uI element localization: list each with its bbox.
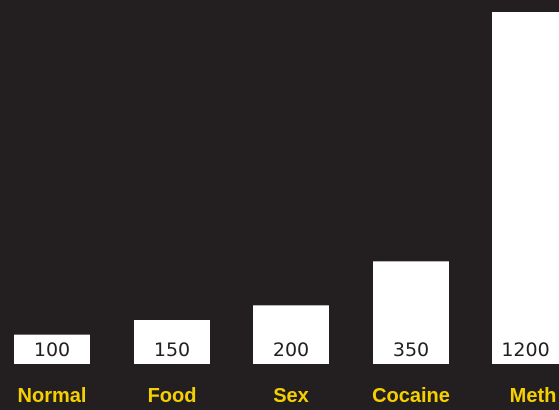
category-label-food: Food (148, 385, 197, 407)
bar-food (134, 320, 210, 364)
category-label-meth: Meth (510, 385, 557, 407)
value-label-meth: 1200 (501, 339, 549, 361)
category-label-cocaine: Cocaine (372, 385, 450, 407)
bar-normal (14, 334, 90, 364)
category-labels-group: Normal Food Sex Cocaine Meth (18, 385, 557, 407)
value-label-cocaine: 350 (393, 339, 429, 361)
category-label-sex: Sex (273, 385, 309, 407)
bar-sex (253, 305, 329, 364)
value-label-normal: 100 (34, 339, 70, 361)
value-label-food: 150 (154, 339, 190, 361)
bar-cocaine (373, 261, 449, 364)
category-label-normal: Normal (18, 385, 87, 407)
value-label-sex: 200 (273, 339, 309, 361)
value-labels-group: 100 150 200 350 1200 (34, 339, 550, 361)
bars-group (14, 12, 559, 364)
bar-meth (492, 12, 559, 364)
